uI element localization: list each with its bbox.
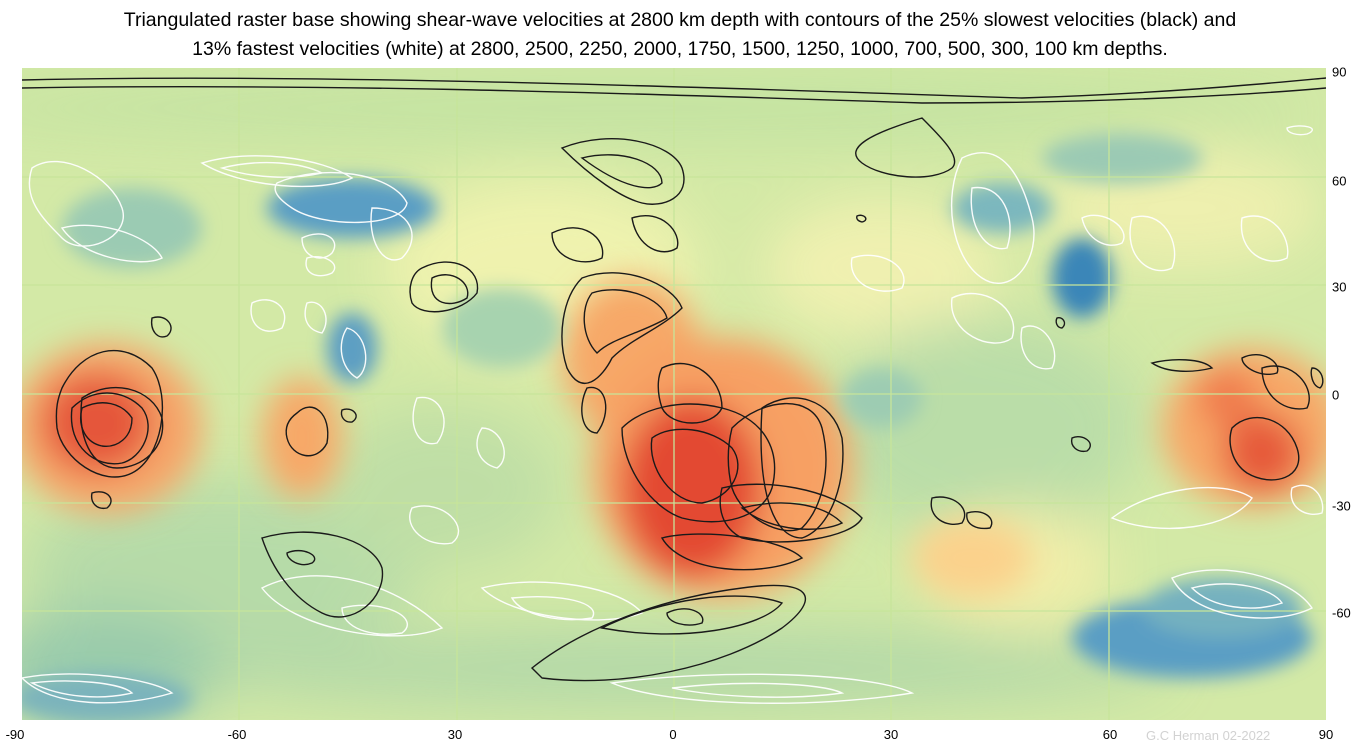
x-tick-label: 30 xyxy=(883,727,899,742)
title-line-2: 13% fastest velocities (white) at 2800, … xyxy=(192,38,1168,60)
y-tick-label: -30 xyxy=(1332,498,1351,514)
title-line-1: Triangulated raster base showing shear-w… xyxy=(123,9,1237,31)
x-tick-label: 0 xyxy=(669,727,677,742)
x-tick-label: 90 xyxy=(1318,727,1334,742)
x-tick-label: -90 xyxy=(5,727,25,742)
x-tick-label: 60 xyxy=(1102,727,1118,742)
y-tick-label: 90 xyxy=(1332,64,1347,80)
fast-velocity-contours xyxy=(22,125,1324,704)
y-tick-label: 60 xyxy=(1332,173,1347,189)
y-tick-label: 30 xyxy=(1332,279,1347,295)
y-tick-label: 0 xyxy=(1332,387,1340,403)
x-tick-label: -60 xyxy=(227,727,247,742)
x-tick-label: 30 xyxy=(447,727,463,742)
y-tick-label: -60 xyxy=(1332,605,1351,621)
graticule xyxy=(22,68,1326,720)
author-credit: G.C Herman 02-2022 xyxy=(1146,728,1271,743)
slow-velocity-contours xyxy=(22,77,1326,682)
map-title: Triangulated raster base showing shear-w… xyxy=(0,6,1360,64)
velocity-map xyxy=(22,68,1326,720)
